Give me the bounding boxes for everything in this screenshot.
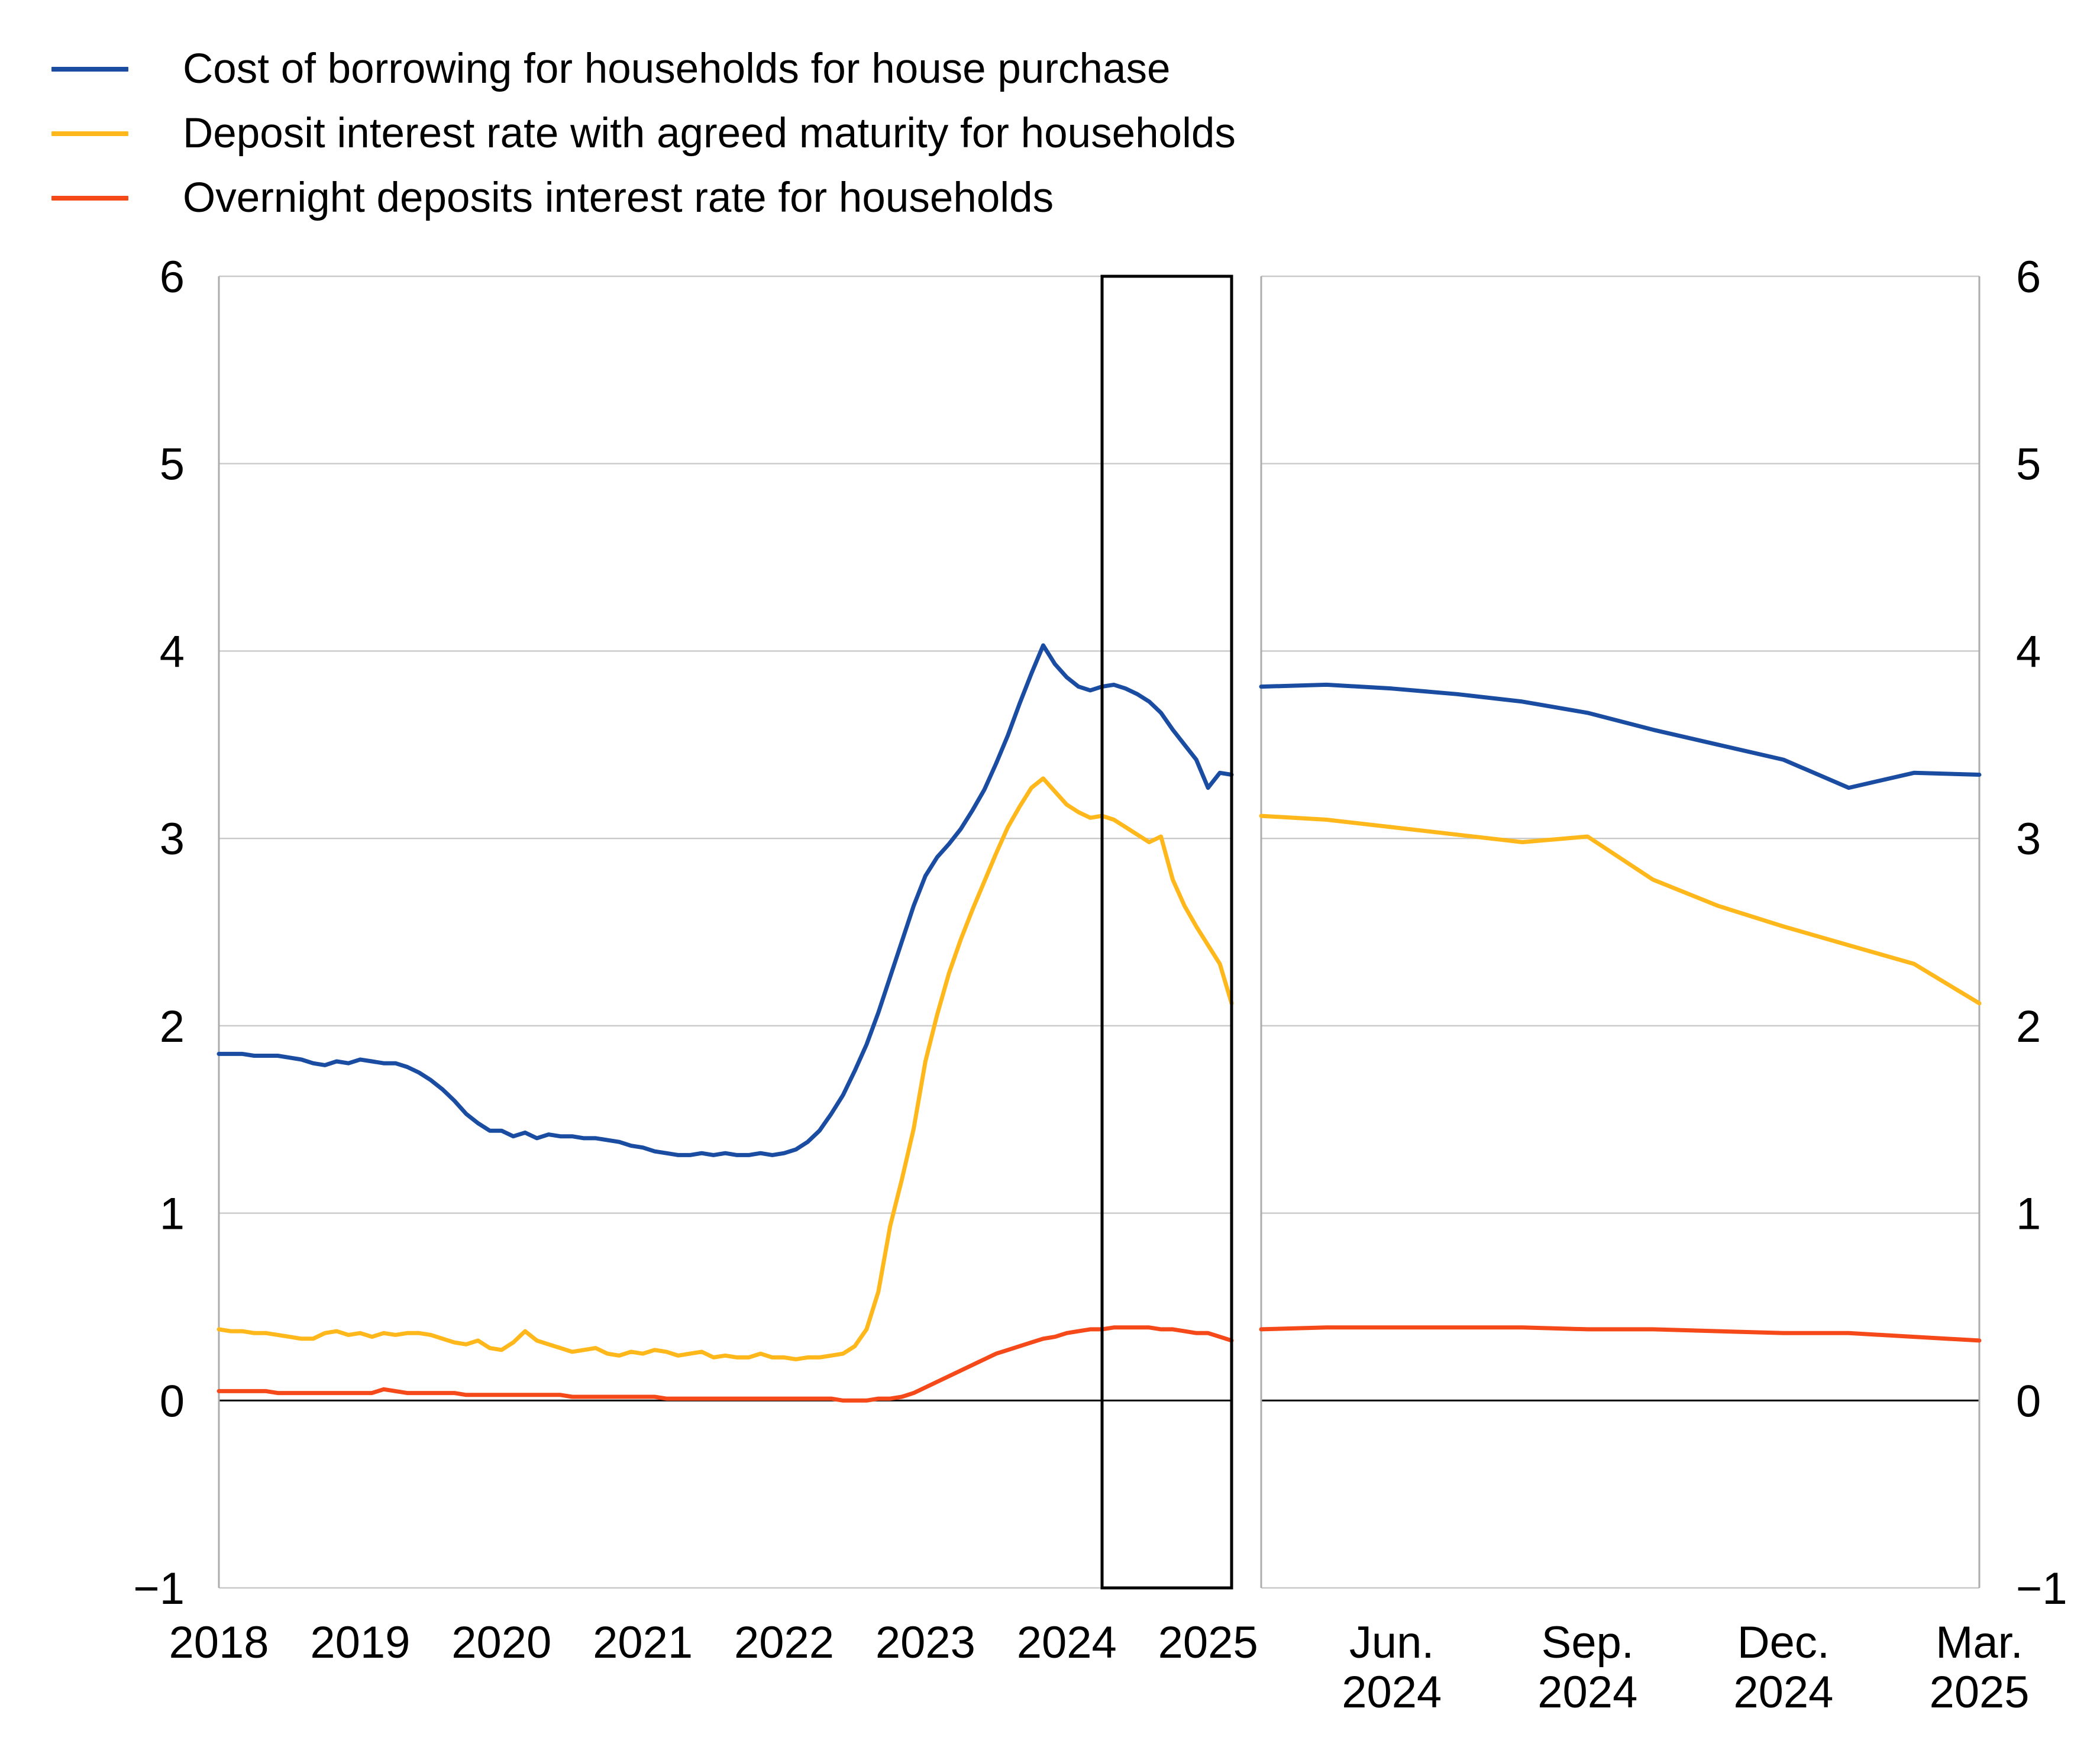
y-tick-label-left: 4	[160, 627, 185, 677]
right-y-axis-labels: 6 5 4 3 2 1 0 −1	[2016, 252, 2067, 1614]
right-panel-series	[1259, 682, 1982, 1343]
x-tick-label-year: 2023	[875, 1617, 975, 1668]
x-tick-label-year: 2021	[593, 1617, 693, 1668]
y-tick-label-left: 0	[160, 1376, 185, 1426]
x-tick-label-month: Sep.	[1542, 1617, 1634, 1668]
x-tick-label-month: Dec.	[1737, 1617, 1830, 1668]
left-y-axis-labels: 6 5 4 3 2 1 0 −1	[133, 252, 185, 1614]
x-tick-label-month: Mar.	[1936, 1617, 2023, 1668]
x-tick-label-year: 2018	[169, 1617, 269, 1668]
y-tick-label-left: 3	[160, 814, 185, 864]
left-panel-series	[217, 643, 1234, 1403]
series-line	[217, 776, 1234, 1362]
legend-swatch-yellow-line	[51, 131, 128, 136]
zoom-box-rect	[1100, 275, 1233, 1590]
series-line	[217, 643, 1234, 1157]
left-x-axis-labels: 2018 2019 2020 2021 2022 2023 2024 2025	[169, 1617, 1258, 1668]
legend-swatch-red-line	[51, 195, 128, 201]
x-tick-label-year: 2022	[734, 1617, 834, 1668]
y-tick-label-right: −1	[2016, 1564, 2067, 1614]
legend-item-cost-of-borrowing: Cost of borrowing for households for hou…	[51, 37, 1236, 101]
y-tick-label-left: 1	[160, 1189, 185, 1239]
legend: Cost of borrowing for households for hou…	[51, 37, 1236, 230]
x-tick-label-year: 2024	[1017, 1617, 1117, 1668]
y-tick-label-right: 1	[2016, 1189, 2041, 1239]
y-tick-label-left: 6	[160, 252, 185, 302]
x-tick-label-year: 2019	[310, 1617, 410, 1668]
legend-label: Overnight deposits interest rate for hou…	[183, 175, 1054, 221]
y-tick-label-right: 0	[2016, 1376, 2041, 1426]
x-tick-label-year: 2024	[1342, 1667, 1442, 1717]
series-line	[1259, 682, 1982, 790]
series-line	[1259, 1325, 1982, 1343]
legend-label: Cost of borrowing for households for hou…	[183, 46, 1171, 92]
legend-item-overnight-deposits: Overnight deposits interest rate for hou…	[51, 166, 1236, 230]
series-line	[1259, 813, 1982, 1006]
left-panel-gridlines	[218, 275, 1232, 1589]
x-tick-label-month: Jun.	[1349, 1617, 1435, 1668]
y-tick-label-right: 6	[2016, 252, 2041, 302]
right-panel-gridlines	[1260, 275, 1981, 1589]
x-tick-label-year: 2025	[1929, 1667, 2029, 1717]
y-tick-label-right: 2	[2016, 1002, 2041, 1052]
y-tick-label-left: 5	[160, 440, 185, 490]
legend-label: Deposit interest rate with agreed maturi…	[183, 110, 1236, 157]
x-tick-label-year: 2020	[451, 1617, 551, 1668]
y-tick-label-right: 3	[2016, 814, 2041, 864]
legend-swatch-blue-line	[51, 66, 128, 72]
y-tick-label-right: 4	[2016, 627, 2041, 677]
x-tick-label-year: 2024	[1537, 1667, 1637, 1717]
y-tick-label-left: 2	[160, 1002, 185, 1052]
y-tick-label-left: −1	[133, 1564, 185, 1614]
x-tick-label-year: 2024	[1733, 1667, 1833, 1717]
y-tick-label-right: 5	[2016, 440, 2041, 490]
zoom-highlight-box	[1100, 275, 1233, 1590]
legend-item-deposit-agreed-maturity: Deposit interest rate with agreed maturi…	[51, 101, 1236, 166]
series-line	[217, 1325, 1234, 1403]
x-tick-label-year: 2025	[1158, 1617, 1258, 1668]
